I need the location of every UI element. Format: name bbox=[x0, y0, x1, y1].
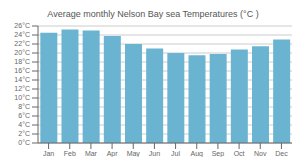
svg-text:16°C: 16°C bbox=[14, 67, 30, 74]
svg-text:May: May bbox=[127, 150, 141, 157]
html-text:Average monthly Nelson Bay sea: Average monthly Nelson Bay sea Temperatu… bbox=[47, 9, 259, 19]
svg-text:Jan: Jan bbox=[43, 150, 54, 157]
svg-text:Oct: Oct bbox=[234, 150, 245, 157]
svg-text:8°C: 8°C bbox=[18, 103, 30, 110]
svg-text:Sep: Sep bbox=[212, 150, 225, 157]
svg-text:22°C: 22°C bbox=[14, 40, 30, 47]
svg-text:Aug: Aug bbox=[191, 150, 204, 157]
svg-text:Mar: Mar bbox=[85, 150, 98, 157]
svg-text:24°C: 24°C bbox=[14, 31, 30, 38]
svg-text:Jun: Jun bbox=[149, 150, 160, 157]
svg-text:20°C: 20°C bbox=[14, 49, 30, 56]
svg-text:Nov: Nov bbox=[254, 150, 267, 157]
svg-text:2°C: 2°C bbox=[18, 130, 30, 137]
svg-text:12°C: 12°C bbox=[14, 85, 30, 92]
svg-text:4°C: 4°C bbox=[18, 121, 30, 128]
svg-text:14°C: 14°C bbox=[14, 76, 30, 83]
svg-text:0°C: 0°C bbox=[18, 139, 30, 146]
svg-text:Jul: Jul bbox=[171, 150, 180, 157]
svg-text:Apr: Apr bbox=[107, 150, 119, 157]
svg-text:26°C: 26°C bbox=[14, 22, 30, 29]
svg-text:Dec: Dec bbox=[275, 150, 288, 157]
svg-text:Feb: Feb bbox=[64, 150, 76, 157]
svg-text:6°C: 6°C bbox=[18, 112, 30, 119]
svg-text:10°C: 10°C bbox=[14, 94, 30, 101]
svg-text:18°C: 18°C bbox=[14, 58, 30, 65]
